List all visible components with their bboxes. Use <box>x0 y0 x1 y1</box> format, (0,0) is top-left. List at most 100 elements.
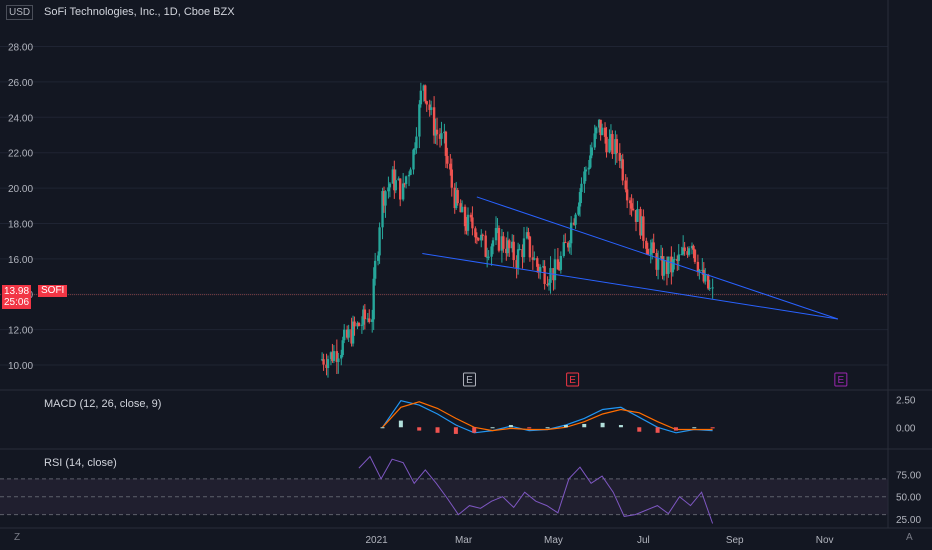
candle-body <box>605 136 608 153</box>
candle-body <box>667 256 670 274</box>
candle-body <box>665 260 669 274</box>
time-tick-label: Jul <box>637 535 650 546</box>
macd-histogram-bar <box>673 427 678 431</box>
candle-body <box>419 90 423 105</box>
candle-body <box>546 283 549 286</box>
candle-body <box>642 216 645 241</box>
macd-histogram-bar <box>618 425 623 428</box>
candle-body <box>521 249 524 258</box>
time-tick-label: May <box>544 535 563 546</box>
candle-body <box>453 187 456 209</box>
candle-body <box>536 258 539 267</box>
candle-body <box>343 329 346 341</box>
candle-body <box>397 178 400 181</box>
candle-body <box>325 364 328 369</box>
macd-histogram-bar <box>637 427 642 432</box>
candle-body <box>429 107 433 110</box>
price-axis: 28.0026.0024.0022.0020.0018.0016.0014.00… <box>8 43 33 372</box>
timezone-button[interactable]: Z <box>14 532 21 543</box>
candle-body <box>435 129 439 135</box>
price-tick-label: 28.00 <box>8 43 33 54</box>
candle-body <box>490 246 493 257</box>
candle-body <box>449 163 452 170</box>
candle-body <box>559 255 563 270</box>
candle-body <box>696 261 700 273</box>
candle-body <box>661 256 664 276</box>
candle-body <box>547 282 551 286</box>
currency-button[interactable]: USD <box>6 5 34 20</box>
candle-body <box>357 322 361 326</box>
candle-body <box>708 287 711 289</box>
candle-body <box>587 167 591 170</box>
earnings-marker <box>462 372 476 387</box>
candle-body <box>583 171 586 184</box>
macd-tick-label: 0.00 <box>896 423 916 434</box>
earnings-marker-label: E <box>569 375 576 386</box>
auto-scale-button[interactable]: A <box>906 532 913 543</box>
candle-body <box>541 266 545 268</box>
candle-body <box>345 329 349 338</box>
trendlines[interactable] <box>422 196 839 320</box>
candle-body <box>477 237 480 241</box>
candle-body <box>636 209 639 222</box>
candle-body <box>378 227 381 256</box>
macd-histogram-bar <box>472 427 477 433</box>
candle-body <box>631 208 635 211</box>
candle-body <box>387 187 390 192</box>
candle-body <box>690 245 694 249</box>
rsi-line <box>358 455 714 524</box>
candle-body <box>382 191 386 206</box>
rsi-title: RSI (14, close) <box>44 457 117 469</box>
candle-body <box>487 256 490 258</box>
macd-histogram-bar <box>563 425 568 428</box>
candle-body <box>393 169 396 191</box>
candle-body <box>649 248 652 255</box>
candle-body <box>506 240 509 254</box>
candle-body <box>574 214 577 225</box>
candle-body <box>428 104 431 110</box>
candle-body <box>459 203 462 213</box>
candle-body <box>465 226 468 231</box>
earnings-marker <box>834 372 848 387</box>
rsi-pane[interactable]: 75.00 50.00 25.00 <box>0 455 921 527</box>
candle-body <box>497 227 501 251</box>
macd-tick-label: 2.50 <box>896 396 916 407</box>
candle-body <box>655 252 658 270</box>
candle-body <box>368 318 371 322</box>
candle-body <box>656 257 660 270</box>
candle-body <box>673 259 676 261</box>
earnings-marker <box>566 372 580 387</box>
candle-body <box>363 309 367 320</box>
time-axis: 2021 Mar May Jul Sep Nov <box>366 535 834 546</box>
candle-body <box>597 119 601 128</box>
candle-body <box>562 242 565 256</box>
rsi-tick-label: 50.00 <box>896 493 921 504</box>
macd-histogram-bar <box>710 427 715 429</box>
candle-body <box>440 133 443 139</box>
candle-body <box>329 352 333 360</box>
candle-body <box>422 85 425 91</box>
candle-body <box>553 259 557 281</box>
candle-body <box>707 274 710 289</box>
macd-histogram-bar <box>435 427 440 433</box>
candle-body <box>704 274 707 282</box>
price-tick-label: 18.00 <box>8 219 33 230</box>
candle-body <box>681 247 685 255</box>
candle-body <box>456 190 459 204</box>
candle-body <box>362 309 365 325</box>
candle-body <box>692 245 695 250</box>
candle-body <box>418 104 421 137</box>
candle-body <box>615 139 619 154</box>
candle-body <box>628 200 632 204</box>
candle-body <box>481 234 484 236</box>
price-tick-label: 12.00 <box>8 326 33 337</box>
candle-body <box>590 147 593 156</box>
price-tick-label: 20.00 <box>8 184 33 195</box>
candle-body <box>326 359 330 369</box>
macd-pane[interactable]: 2.50 0.00 <box>380 396 916 435</box>
current-price-label: 13.98 25:06 <box>2 285 32 309</box>
candle-body <box>484 235 487 257</box>
candle-body <box>480 234 483 241</box>
candle-body <box>683 247 686 252</box>
